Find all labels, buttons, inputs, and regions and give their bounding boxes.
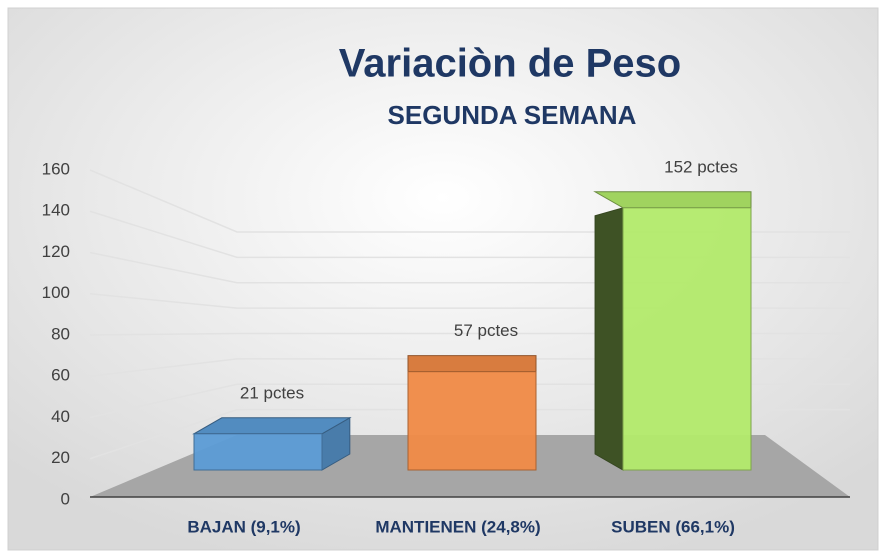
y-tick-label: 80 [51,324,70,343]
y-tick-label: 60 [51,366,70,385]
x-tick-label: BAJAN (9,1%) [187,517,300,536]
value-label: 57 pctes [454,321,518,340]
value-label: 152 pctes [664,157,738,176]
bar [622,207,752,471]
y-tick-label: 20 [51,448,70,467]
x-tick-label: SUBEN (66,1%) [611,517,735,536]
bar-top [192,417,352,435]
chart-subtitle: SEGUNDA SEMANA [388,100,637,130]
y-tick-label: 40 [51,407,70,426]
bar [407,371,537,471]
y-tick-label: 0 [61,489,70,508]
chart-title: Variaciòn de Peso [339,42,681,86]
y-tick-label: 140 [42,201,70,220]
bar [193,433,323,471]
y-tick-label: 100 [42,283,70,302]
y-tick-label: 120 [42,242,70,261]
bar-side [594,207,624,471]
value-label: 21 pctes [240,383,304,402]
x-tick-label: MANTIENEN (24,8%) [375,517,540,536]
bar-top [407,355,537,373]
y-tick-label: 160 [42,159,70,178]
bar-top [593,191,752,209]
